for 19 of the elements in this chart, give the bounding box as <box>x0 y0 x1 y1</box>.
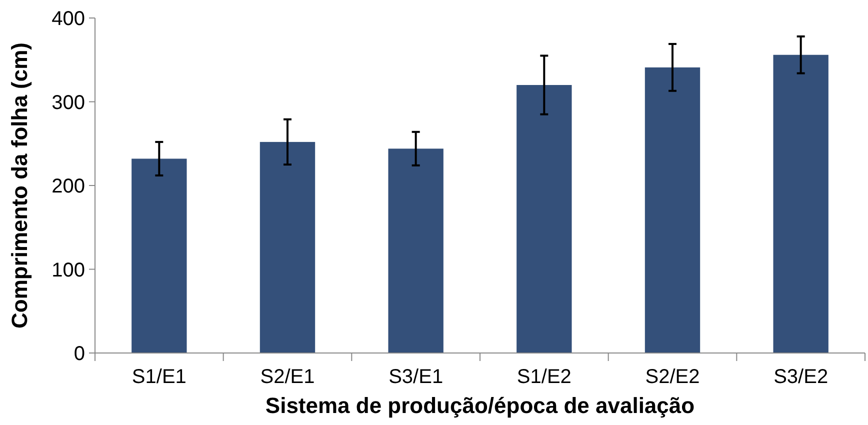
bar <box>260 142 316 353</box>
x-tick-label: S3/E1 <box>388 366 444 388</box>
y-tick-label: 100 <box>52 259 85 282</box>
x-tick-label: S1/E2 <box>516 366 572 388</box>
bar <box>644 67 700 353</box>
x-axis-title: Sistema de produção/época de avaliação <box>265 393 695 418</box>
x-tick-label: S2/E1 <box>260 366 315 388</box>
x-tick-label: S3/E2 <box>774 366 828 388</box>
bar <box>773 54 828 353</box>
y-tick-label: 200 <box>52 176 85 198</box>
y-tick-label: 400 <box>52 8 85 30</box>
bar <box>516 85 572 353</box>
y-tick-label: 300 <box>52 92 85 114</box>
y-tick-label: 0 <box>74 343 85 365</box>
y-axis-title: Comprimento da folha (cm) <box>7 42 32 329</box>
x-tick-label: S2/E2 <box>645 366 700 388</box>
bar <box>388 148 444 353</box>
bar <box>132 158 187 353</box>
x-tick-label: S1/E1 <box>132 366 186 388</box>
